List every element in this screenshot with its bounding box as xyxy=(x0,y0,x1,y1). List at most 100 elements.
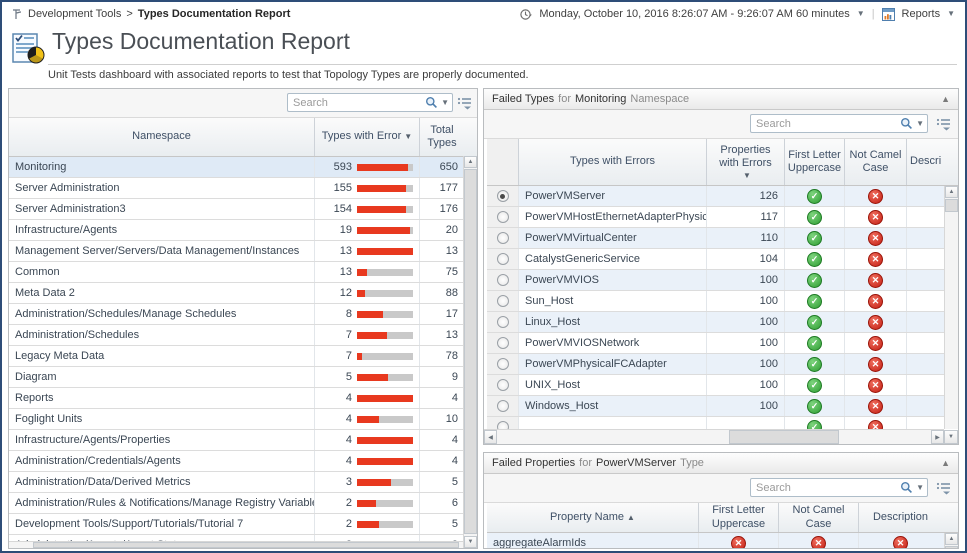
row-radio-button[interactable] xyxy=(496,358,509,370)
search-icon[interactable] xyxy=(900,117,913,130)
table-row[interactable]: PowerVMVIOSNetwork 100 ✓ ✕ xyxy=(487,333,958,354)
column-header-properties-with-errors[interactable]: Properties with Errors ▼ xyxy=(707,139,785,185)
description-cell xyxy=(907,291,941,311)
table-customizer-icon[interactable] xyxy=(457,96,472,110)
column-header-namespace[interactable]: Namespace xyxy=(9,118,315,156)
reports-menu-label[interactable]: Reports xyxy=(901,8,941,20)
scroll-up-icon[interactable]: ▲ xyxy=(945,533,958,545)
namespace-vertical-scrollbar[interactable]: ▲ ▼ xyxy=(463,156,477,548)
table-row[interactable]: Foglight Units 4 10 xyxy=(9,409,477,430)
column-header-property-name[interactable]: Property Name ▲ xyxy=(487,503,699,532)
table-row[interactable]: Server Administration 155 177 xyxy=(9,178,477,199)
search-options-caret-icon[interactable]: ▼ xyxy=(916,118,924,128)
column-header-not-camel-case[interactable]: Not Camel Case xyxy=(779,503,859,532)
table-row[interactable]: ✓ ✕ xyxy=(487,417,958,431)
table-row[interactable]: Windows_Host 100 ✓ ✕ xyxy=(487,396,958,417)
scroll-down-icon[interactable]: ▼ xyxy=(464,536,477,548)
table-row[interactable]: UNIX_Host 100 ✓ ✕ xyxy=(487,375,958,396)
fail-cross-icon: ✕ xyxy=(868,188,883,204)
failed-types-table-rows: PowerVMServer 126 ✓ ✕ PowerVMHostEthernetAda… xyxy=(487,186,958,431)
row-radio-button[interactable] xyxy=(496,253,509,265)
time-range-caret-icon[interactable]: ▼ xyxy=(856,9,865,18)
column-header-description[interactable]: Description xyxy=(872,510,929,523)
scrollbar-thumb[interactable] xyxy=(33,542,459,548)
table-row[interactable]: Administration/Data/Derived Metrics 3 5 xyxy=(9,472,477,493)
column-header-types-with-errors[interactable]: Types with Errors xyxy=(519,139,707,185)
row-radio-button[interactable] xyxy=(496,337,509,349)
table-row[interactable]: Server Administration3 154 176 xyxy=(9,199,477,220)
column-header-first-letter-uppercase[interactable]: First Letter Uppercase xyxy=(699,503,779,532)
scrollbar-thumb[interactable] xyxy=(729,430,839,444)
table-row[interactable]: Infrastructure/Agents/Properties 4 4 xyxy=(9,430,477,451)
table-row[interactable]: Legacy Meta Data 7 78 xyxy=(9,346,477,367)
scrollbar-thumb[interactable] xyxy=(945,199,958,212)
description-cell xyxy=(907,375,941,395)
table-row[interactable]: Common 13 75 xyxy=(9,262,477,283)
namespace-search-input[interactable] xyxy=(288,96,426,109)
scroll-down-icon[interactable]: ▼ xyxy=(944,430,958,444)
scrollbar-thumb[interactable] xyxy=(464,169,477,534)
column-header-description[interactable]: Description xyxy=(910,155,941,168)
table-row[interactable]: Sun_Host 100 ✓ ✕ xyxy=(487,291,958,312)
failed-types-vertical-scrollbar[interactable]: ▲ xyxy=(944,186,958,429)
row-radio-button[interactable] xyxy=(496,295,509,307)
namespace-horizontal-scrollbar[interactable] xyxy=(9,541,463,548)
column-header-not-camel-case[interactable]: Not Camel Case xyxy=(845,139,907,185)
table-row[interactable]: Administration/Rules & Notifications/Man… xyxy=(9,493,477,514)
column-header-types-with-error[interactable]: Types with Error ▼ xyxy=(315,118,420,156)
table-customizer-icon[interactable] xyxy=(936,481,951,495)
failed-types-horizontal-scrollbar[interactable]: ◀ ▶ xyxy=(484,429,944,444)
row-selector-cell xyxy=(487,417,519,431)
table-row[interactable]: PowerVMPhysicalFCAdapter 100 ✓ ✕ xyxy=(487,354,958,375)
table-row[interactable]: PowerVMHostEthernetAdapterPhysicalPort11… xyxy=(487,207,958,228)
reports-caret-icon[interactable]: ▼ xyxy=(947,9,955,18)
failed-properties-search-input[interactable] xyxy=(751,481,901,494)
table-row[interactable]: PowerVMServer 126 ✓ ✕ xyxy=(487,186,958,207)
row-radio-button[interactable] xyxy=(496,211,509,223)
row-radio-button[interactable] xyxy=(496,400,509,412)
not-camel-case-cell: ✕ xyxy=(845,270,907,290)
row-radio-button[interactable] xyxy=(496,190,509,202)
failed-types-search-input[interactable] xyxy=(751,117,901,130)
collapse-panel-icon[interactable]: ▲ xyxy=(941,94,950,104)
table-row[interactable]: Monitoring 593 650 xyxy=(9,157,477,178)
description-cell xyxy=(907,228,941,248)
table-row[interactable]: Management Server/Servers/Data Managemen… xyxy=(9,241,477,262)
error-count: 2 xyxy=(345,518,352,530)
table-row[interactable]: Infrastructure/Agents 19 20 xyxy=(9,220,477,241)
failed-properties-vertical-scrollbar[interactable]: ▲ xyxy=(944,533,958,548)
scroll-left-icon[interactable]: ◀ xyxy=(484,430,497,444)
search-icon[interactable] xyxy=(900,481,913,494)
collapse-panel-icon[interactable]: ▲ xyxy=(941,458,950,468)
table-customizer-icon[interactable] xyxy=(936,117,951,131)
row-radio-button[interactable] xyxy=(496,232,509,244)
search-icon[interactable] xyxy=(425,96,438,109)
row-radio-button[interactable] xyxy=(496,274,509,286)
table-row[interactable]: aggregateAlarmIds ✕ ✕ ✕ xyxy=(487,533,958,548)
table-row[interactable]: CatalystGenericService 104 ✓ ✕ xyxy=(487,249,958,270)
row-radio-button[interactable] xyxy=(496,379,509,391)
table-row[interactable]: Linux_Host 100 ✓ ✕ xyxy=(487,312,958,333)
table-row[interactable]: Meta Data 2 12 88 xyxy=(9,283,477,304)
row-radio-button[interactable] xyxy=(496,421,509,431)
table-row[interactable]: Administration/Schedules/Manage Schedule… xyxy=(9,304,477,325)
scroll-right-icon[interactable]: ▶ xyxy=(931,430,944,444)
column-header-total-types[interactable]: Total Types xyxy=(427,123,457,149)
table-row[interactable]: PowerVMVirtualCenter 110 ✓ ✕ xyxy=(487,228,958,249)
scroll-up-icon[interactable]: ▲ xyxy=(464,156,477,168)
breadcrumb-item-development-tools[interactable]: Development Tools xyxy=(28,8,122,20)
row-radio-button[interactable] xyxy=(496,316,509,328)
search-options-caret-icon[interactable]: ▼ xyxy=(916,482,924,492)
time-range-label[interactable]: Monday, October 10, 2016 8:26:07 AM - 9:… xyxy=(539,8,850,20)
table-row[interactable]: Diagram 5 9 xyxy=(9,367,477,388)
table-row[interactable]: Reports 4 4 xyxy=(9,388,477,409)
not-camel-case-cell: ✕ xyxy=(845,186,907,206)
table-row[interactable]: Administration/Credentials/Agents 4 4 xyxy=(9,451,477,472)
table-row[interactable]: Administration/Schedules 7 13 xyxy=(9,325,477,346)
scrollbar-thumb[interactable] xyxy=(945,546,958,548)
scroll-up-icon[interactable]: ▲ xyxy=(945,186,958,198)
table-row[interactable]: Development Tools/Support/Tutorials/Tuto… xyxy=(9,514,477,535)
table-row[interactable]: PowerVMVIOS 100 ✓ ✕ xyxy=(487,270,958,291)
column-header-first-letter-uppercase[interactable]: First Letter Uppercase xyxy=(785,139,845,185)
search-options-caret-icon[interactable]: ▼ xyxy=(441,97,449,107)
